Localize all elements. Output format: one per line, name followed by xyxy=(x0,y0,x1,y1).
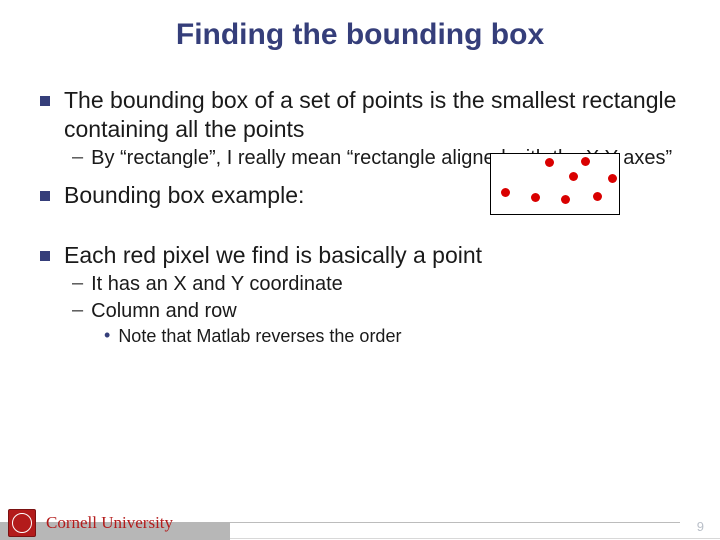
point-icon xyxy=(501,188,510,197)
square-bullet-icon xyxy=(40,96,50,106)
bullet-text: Column and row xyxy=(91,299,237,324)
seal-ring-icon xyxy=(12,513,32,533)
bullet-level2: – It has an X and Y coordinate xyxy=(72,272,680,297)
footer-divider xyxy=(230,522,680,523)
bounding-box-figure xyxy=(490,153,620,215)
point-icon xyxy=(581,157,590,166)
bullet-level2: – Column and row xyxy=(72,299,680,324)
point-icon xyxy=(593,192,602,201)
point-icon xyxy=(608,174,617,183)
bullet-text: It has an X and Y coordinate xyxy=(91,272,343,297)
slide-content: The bounding box of a set of points is t… xyxy=(0,52,720,347)
dash-bullet-icon: – xyxy=(72,299,83,322)
point-icon xyxy=(569,172,578,181)
dash-bullet-icon: – xyxy=(72,146,83,169)
bullet-level3: • Note that Matlab reverses the order xyxy=(104,326,680,347)
point-icon xyxy=(561,195,570,204)
example-row: Bounding box example: xyxy=(40,181,680,210)
bullet-level1: The bounding box of a set of points is t… xyxy=(40,86,680,144)
bullet-level1: Each red pixel we find is basically a po… xyxy=(40,241,680,270)
point-icon xyxy=(545,158,554,167)
square-bullet-icon xyxy=(40,191,50,201)
bullet-text: The bounding box of a set of points is t… xyxy=(64,86,680,144)
slide-title: Finding the bounding box xyxy=(0,0,720,52)
square-bullet-icon xyxy=(40,251,50,261)
footer-divider xyxy=(230,538,720,539)
bullet-text: Note that Matlab reverses the order xyxy=(118,326,401,347)
page-number: 9 xyxy=(697,519,704,534)
university-name: Cornell University xyxy=(46,513,173,533)
point-icon xyxy=(531,193,540,202)
bullet-text: Bounding box example: xyxy=(64,181,304,210)
dash-bullet-icon: – xyxy=(72,272,83,295)
bullet-text: Each red pixel we find is basically a po… xyxy=(64,241,482,270)
seal-icon xyxy=(8,509,36,537)
dot-bullet-icon: • xyxy=(104,326,110,346)
slide-footer: Cornell University 9 xyxy=(0,500,720,540)
slide: Finding the bounding box The bounding bo… xyxy=(0,0,720,540)
university-logo: Cornell University xyxy=(8,509,173,537)
